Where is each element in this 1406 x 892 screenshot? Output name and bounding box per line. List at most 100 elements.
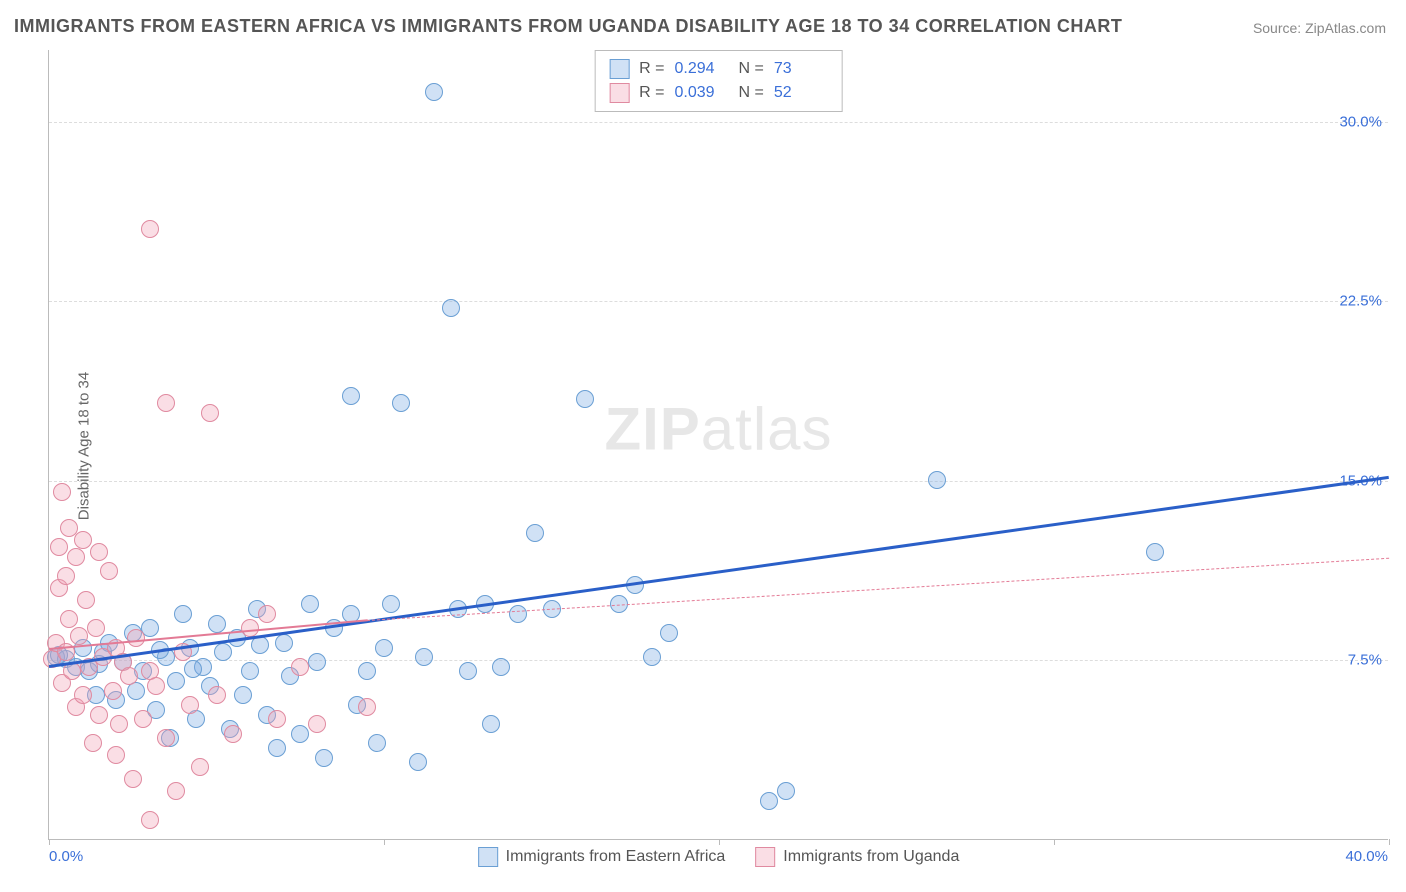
data-point — [301, 595, 319, 613]
legend-label: Immigrants from Uganda — [783, 848, 959, 866]
data-point — [643, 648, 661, 666]
data-point — [509, 605, 527, 623]
data-point — [526, 524, 544, 542]
data-point — [167, 782, 185, 800]
data-point — [368, 734, 386, 752]
data-point — [67, 548, 85, 566]
n-label: N = — [739, 84, 764, 102]
data-point — [492, 658, 510, 676]
series-swatch — [609, 59, 629, 79]
x-tick — [49, 839, 50, 845]
stats-row: R = 0.039 N = 52 — [609, 81, 828, 105]
data-point — [777, 782, 795, 800]
data-point — [77, 591, 95, 609]
x-tick — [1389, 839, 1390, 845]
y-tick-label: 7.5% — [1348, 652, 1382, 669]
stats-row: R =0.294N =73 — [609, 57, 828, 81]
data-point — [214, 643, 232, 661]
n-value: 73 — [774, 60, 828, 78]
data-point — [157, 729, 175, 747]
n-label: N = — [739, 60, 764, 78]
r-value: 0.294 — [675, 60, 729, 78]
data-point — [224, 725, 242, 743]
data-point — [181, 696, 199, 714]
watermark-bold: ZIP — [604, 395, 700, 462]
data-point — [208, 615, 226, 633]
data-point — [74, 531, 92, 549]
data-point — [141, 220, 159, 238]
data-point — [576, 390, 594, 408]
data-point — [167, 672, 185, 690]
data-point — [87, 619, 105, 637]
data-point — [268, 739, 286, 757]
data-point — [291, 658, 309, 676]
source-attribution: Source: ZipAtlas.com — [1253, 20, 1386, 36]
correlation-stats-box: R = 0.294 N = 73 R = 0.039 N = 52 — [594, 50, 843, 112]
data-point — [442, 299, 460, 317]
legend-item: Immigrants from Uganda — [755, 847, 959, 867]
data-point — [308, 653, 326, 671]
data-point — [127, 629, 145, 647]
data-point — [157, 394, 175, 412]
y-tick-label: 22.5% — [1339, 293, 1382, 310]
r-label: R = — [639, 84, 664, 102]
data-point — [268, 710, 286, 728]
legend-item: Immigrants from Eastern Africa — [478, 847, 726, 867]
data-point — [191, 758, 209, 776]
n-value: 52 — [774, 84, 828, 102]
data-point — [928, 471, 946, 489]
data-point — [358, 698, 376, 716]
gridline — [49, 122, 1388, 123]
gridline — [49, 301, 1388, 302]
data-point — [375, 639, 393, 657]
data-point — [234, 686, 252, 704]
trend-line — [367, 558, 1389, 621]
data-point — [258, 605, 276, 623]
legend: Immigrants from Eastern Africa Immigrants… — [478, 847, 960, 867]
data-point — [104, 682, 122, 700]
data-point — [358, 662, 376, 680]
legend-swatch — [755, 847, 775, 867]
data-point — [134, 710, 152, 728]
data-point — [60, 610, 78, 628]
data-point — [291, 725, 309, 743]
data-point — [184, 660, 202, 678]
data-point — [1146, 543, 1164, 561]
data-point — [74, 686, 92, 704]
data-point — [84, 734, 102, 752]
legend-swatch — [478, 847, 498, 867]
data-point — [201, 404, 219, 422]
x-tick — [1054, 839, 1055, 845]
scatter-plot-area: ZIPatlas R =0.294N =73R =0.039N =52 0.0%… — [48, 50, 1388, 840]
data-point — [53, 483, 71, 501]
r-value: 0.039 — [675, 84, 729, 102]
data-point — [415, 648, 433, 666]
legend-label: Immigrants from Eastern Africa — [506, 848, 726, 866]
data-point — [315, 749, 333, 767]
data-point — [760, 792, 778, 810]
watermark-light: atlas — [701, 395, 833, 462]
data-point — [147, 677, 165, 695]
data-point — [392, 394, 410, 412]
data-point — [174, 605, 192, 623]
data-point — [90, 706, 108, 724]
data-point — [308, 715, 326, 733]
trend-line — [49, 476, 1389, 668]
data-point — [660, 624, 678, 642]
watermark: ZIPatlas — [604, 394, 832, 463]
data-point — [100, 562, 118, 580]
gridline — [49, 481, 1388, 482]
data-point — [342, 387, 360, 405]
series-swatch — [609, 83, 629, 103]
data-point — [90, 543, 108, 561]
data-point — [120, 667, 138, 685]
source-prefix: Source: — [1253, 20, 1305, 36]
data-point — [409, 753, 427, 771]
data-point — [107, 746, 125, 764]
data-point — [482, 715, 500, 733]
chart-title: IMMIGRANTS FROM EASTERN AFRICA VS IMMIGR… — [14, 16, 1122, 37]
data-point — [208, 686, 226, 704]
data-point — [50, 538, 68, 556]
y-tick-label: 30.0% — [1339, 113, 1382, 130]
x-axis-min-label: 0.0% — [49, 848, 83, 865]
